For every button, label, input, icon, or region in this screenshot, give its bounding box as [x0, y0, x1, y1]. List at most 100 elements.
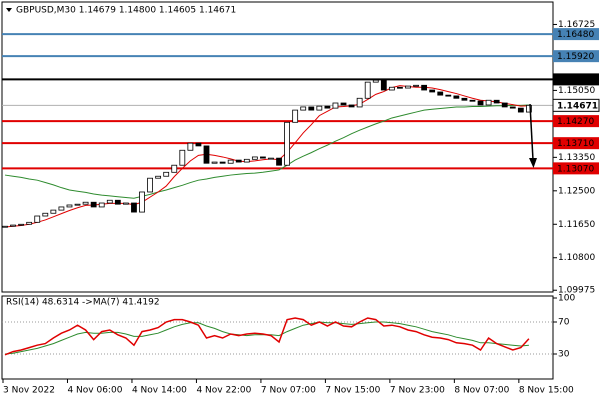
candle [477, 100, 484, 106]
candle [66, 204, 73, 208]
y-tick-label: 100 [558, 294, 575, 304]
candle [509, 106, 516, 109]
level-label: 1.16480 [557, 30, 594, 40]
candle [268, 157, 274, 160]
candle [227, 159, 234, 164]
candle [332, 102, 339, 109]
candle [316, 105, 323, 111]
level-label-box [553, 162, 599, 175]
candle [364, 81, 371, 99]
candle [2, 225, 8, 228]
candle [90, 201, 97, 208]
rsi-line [4, 317, 530, 356]
y-tick-label: 1.15050 [558, 86, 595, 96]
candle [372, 79, 379, 83]
y-tick-label: 1.10800 [558, 253, 595, 263]
candle [405, 85, 411, 89]
forecast-arrow [529, 103, 537, 168]
level-label: 1.15920 [557, 52, 594, 62]
candle [251, 156, 258, 160]
ma-slow [4, 104, 529, 199]
candle [380, 79, 387, 91]
candle [397, 86, 403, 89]
x-tick-label: 4 Nov 22:00 [196, 386, 251, 396]
candle [18, 223, 25, 226]
y-tick-label: 1.13350 [558, 153, 595, 163]
x-tick-label: 4 Nov 14:00 [132, 386, 187, 396]
level-label: 1.14270 [557, 117, 594, 127]
candle [34, 215, 41, 223]
candle [235, 159, 242, 163]
level-label: 1.13710 [557, 139, 594, 149]
candle [195, 142, 202, 147]
candle [356, 97, 363, 108]
candle [131, 202, 137, 213]
candle [50, 209, 57, 214]
candle [421, 84, 428, 91]
candle [147, 177, 153, 193]
y-tick-label: 1.16725 [558, 20, 595, 30]
candle [179, 149, 186, 166]
candle [58, 206, 65, 211]
candle [155, 175, 162, 179]
y-tick-label: 1.12500 [558, 186, 595, 196]
candle [485, 99, 492, 106]
candle [10, 224, 16, 227]
candle [171, 164, 178, 173]
candle [348, 104, 355, 108]
candle [493, 99, 500, 104]
x-tick-label: 7 Nov 15:00 [325, 386, 380, 396]
x-tick-label: 4 Nov 06:00 [67, 386, 122, 396]
level-label-box [553, 50, 599, 63]
y-tick-label: 70 [558, 318, 570, 328]
candle [74, 203, 81, 206]
y-tick-label: 1.09975 [558, 286, 595, 296]
candle [517, 107, 524, 113]
candle [106, 199, 113, 204]
candle [26, 221, 33, 225]
level-label: 1.13070 [557, 164, 594, 174]
y-tick-label: 1.11650 [558, 220, 595, 230]
candle [308, 106, 315, 111]
x-tick-label: 3 Nov 2022 [3, 386, 55, 396]
x-tick-label: 7 Nov 23:00 [390, 386, 445, 396]
x-tick-label: 8 Nov 15:00 [519, 386, 574, 396]
y-tick-label: 30 [558, 350, 570, 360]
level-label-box [553, 73, 599, 86]
candle [300, 106, 307, 111]
candle [276, 157, 282, 166]
candle [292, 109, 299, 123]
candle [284, 121, 291, 166]
candle [388, 86, 395, 91]
arrow-shaft [529, 103, 534, 161]
last-price-label: 1.14671 [557, 101, 598, 111]
candle [526, 104, 532, 113]
level-label-box [553, 28, 599, 41]
candle [139, 191, 145, 213]
candle [437, 91, 444, 96]
chart-title: GBPUSD,M30 1.14679 1.14800 1.14605 1.146… [16, 6, 236, 16]
last-price-box [552, 98, 600, 112]
rsi-title: RSI(14) 48.6314 ->MA(7) 41.4192 [6, 298, 160, 308]
candle [324, 105, 331, 109]
candle [340, 102, 347, 106]
candle [501, 102, 508, 108]
candle [211, 161, 218, 164]
level-label-box [553, 137, 599, 150]
candle [187, 142, 194, 151]
candle [123, 202, 129, 205]
candle [82, 201, 89, 205]
arrow-head [529, 158, 537, 168]
candle [114, 199, 121, 205]
candle [42, 212, 49, 217]
candle [163, 171, 170, 177]
candle [429, 89, 436, 93]
candle [469, 99, 476, 102]
candle [413, 84, 419, 87]
candle [243, 158, 250, 163]
candle [203, 145, 210, 164]
candle [98, 202, 105, 208]
level-label-box [553, 115, 599, 128]
candle [260, 156, 266, 159]
